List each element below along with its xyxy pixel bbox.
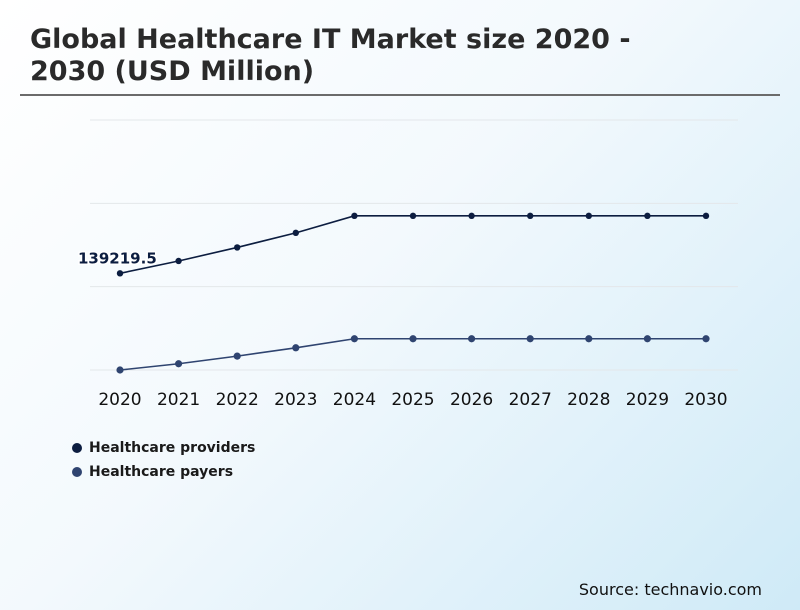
x-tick-label: 2028 (567, 390, 610, 410)
data-point (468, 335, 476, 343)
series-line-payers (119, 337, 706, 371)
data-point (526, 335, 534, 343)
x-tick-label: 2021 (157, 390, 200, 410)
data-point (468, 212, 475, 220)
x-tick-label: 2022 (216, 390, 259, 410)
x-tick-label: 2027 (509, 390, 552, 410)
legend-label: Healthcare providers (89, 440, 256, 456)
data-point (292, 229, 299, 237)
legend: Healthcare providers Healthcare payers (72, 436, 255, 484)
data-point (292, 344, 300, 352)
data-point (233, 352, 241, 360)
data-point (643, 335, 652, 343)
line-chart: 2020 2021 2022 2023 2024 2025 2026 2027 2028 2029… (77, 119, 738, 410)
legend-marker (72, 443, 82, 453)
data-point (409, 335, 417, 343)
legend-item: Healthcare payers (72, 460, 255, 484)
data-point (116, 366, 124, 374)
x-tick-label: 2026 (450, 390, 493, 410)
data-point (234, 244, 241, 251)
data-point (585, 212, 592, 220)
source-label: Source: technavio.com (578, 580, 762, 599)
data-point (702, 335, 710, 343)
x-tick-label: 2030 (684, 390, 727, 410)
data-point (409, 212, 417, 220)
legend-marker (72, 467, 82, 477)
series-line-providers (119, 215, 706, 275)
data-point (175, 257, 182, 265)
x-tick-label: 2023 (274, 390, 317, 410)
data-point (175, 360, 183, 368)
data-label: 139219.5 (78, 249, 157, 267)
data-point (702, 212, 710, 220)
x-tick-label: 2024 (333, 390, 376, 410)
x-tick-label: 2029 (626, 390, 669, 410)
chart-title: Global Healthcare IT Market size 2020 - … (30, 24, 631, 87)
legend-label: Healthcare payers (89, 464, 234, 480)
x-tick-label: 2025 (391, 390, 434, 410)
data-point (351, 212, 358, 220)
legend-item: Healthcare providers (72, 436, 255, 460)
x-tick-label: 2020 (98, 390, 141, 410)
data-point (350, 335, 358, 343)
title-divider (20, 94, 780, 96)
data-point (644, 212, 651, 220)
data-point (116, 270, 124, 277)
data-point (585, 335, 593, 343)
data-point (527, 212, 534, 220)
